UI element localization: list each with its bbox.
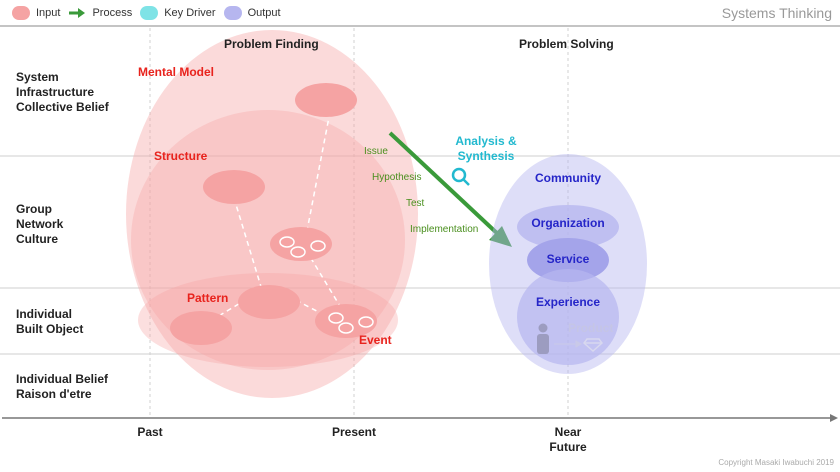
legend: Input Process Key Driver Output bbox=[12, 6, 281, 20]
structure-event-node bbox=[270, 227, 332, 261]
output-swatch bbox=[223, 6, 242, 20]
legend-item-process: Process bbox=[68, 6, 132, 20]
time-present: Present bbox=[331, 425, 377, 439]
label-structure: Structure bbox=[154, 149, 208, 163]
legend-label-input: Input bbox=[36, 7, 61, 19]
row-label-group: Group Network Culture bbox=[16, 202, 64, 246]
row-label-individual: Individual Built Object bbox=[16, 307, 84, 336]
label-pattern: Pattern bbox=[187, 291, 229, 305]
step-issue: Issue bbox=[364, 146, 388, 157]
key-driver-label: Analysis & Synthesis bbox=[455, 134, 517, 163]
process-arrow bbox=[388, 131, 512, 247]
output-organization: Organization bbox=[531, 216, 605, 230]
legend-item-input: Input bbox=[12, 6, 60, 20]
event-node bbox=[315, 304, 377, 338]
pattern-node bbox=[238, 285, 300, 319]
search-icon bbox=[451, 167, 470, 186]
process-arrow-icon bbox=[69, 8, 86, 18]
arrow-right-icon bbox=[554, 340, 582, 348]
output-experience: Experience bbox=[535, 295, 601, 309]
copyright: Copyright Masaki Iwabuchi 2019 bbox=[718, 458, 834, 467]
section-problem-finding: Problem Finding bbox=[224, 37, 319, 51]
diagram-title: Systems Thinking bbox=[721, 5, 832, 21]
person-icon bbox=[537, 323, 549, 354]
time-near-future: Near Future bbox=[549, 425, 587, 454]
row-label-system: System Infrastructure Collective Belief bbox=[16, 70, 109, 114]
organization-ellipse bbox=[517, 205, 619, 249]
experience-ellipse bbox=[517, 269, 619, 365]
step-implementation: Implementation bbox=[410, 224, 479, 235]
time-axis-arrowhead bbox=[830, 414, 838, 422]
step-hypothesis: Hypothesis bbox=[372, 172, 422, 183]
legend-label-output: Output bbox=[247, 7, 281, 19]
step-test: Test bbox=[406, 198, 425, 209]
legend-label-key-driver: Key Driver bbox=[164, 7, 216, 19]
key-driver-swatch bbox=[140, 6, 159, 20]
output-product: Product bbox=[568, 321, 614, 335]
label-event: Event bbox=[359, 333, 392, 347]
section-problem-solving: Problem Solving bbox=[519, 37, 614, 51]
row-label-individual-belief: Individual Belief Raison d'etre bbox=[16, 372, 109, 401]
label-mental-model: Mental Model bbox=[138, 65, 215, 79]
time-past: Past bbox=[137, 425, 163, 439]
diamond-icon bbox=[582, 338, 604, 353]
legend-label-process: Process bbox=[92, 7, 133, 19]
service-ellipse bbox=[527, 238, 609, 282]
legend-item-key-driver: Key Driver bbox=[140, 6, 216, 20]
event-markers bbox=[279, 236, 374, 334]
output-community: Community bbox=[535, 171, 601, 185]
legend-item-output: Output bbox=[223, 6, 281, 20]
mental-model-node bbox=[295, 83, 357, 117]
structure-node bbox=[203, 170, 265, 204]
pattern-left-node bbox=[170, 311, 232, 345]
output-service: Service bbox=[546, 252, 590, 266]
input-swatch bbox=[12, 6, 30, 20]
